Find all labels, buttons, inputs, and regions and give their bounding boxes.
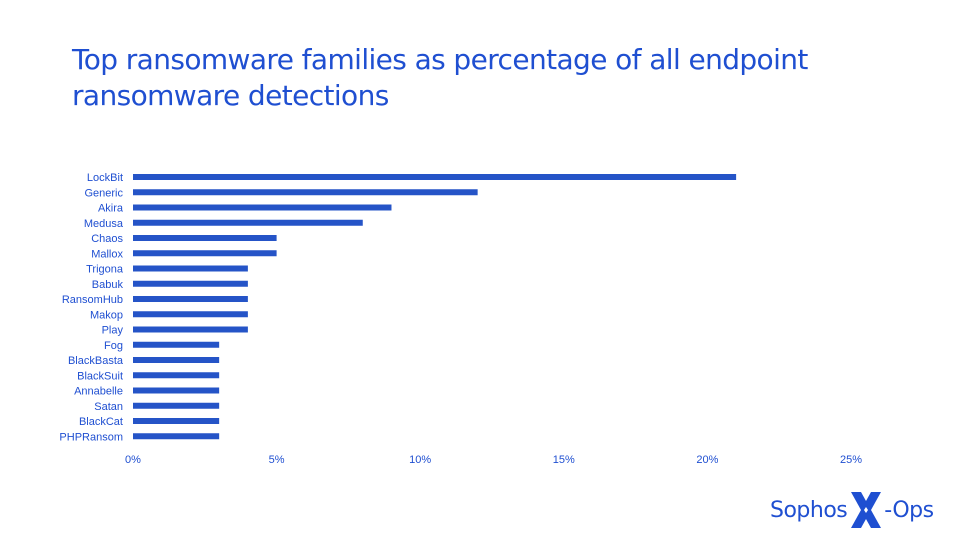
bar-mallox xyxy=(133,250,277,257)
category-label-blackcat: BlackCat xyxy=(79,416,123,428)
category-label-makop: Makop xyxy=(90,309,123,321)
logo-text-ops: -Ops xyxy=(884,497,934,523)
bar-annabelle xyxy=(133,387,220,394)
category-label-medusa: Medusa xyxy=(84,218,124,230)
bar-play xyxy=(133,326,248,333)
category-label-ransomhub: RansomHub xyxy=(62,294,123,306)
category-label-lockbit: LockBit xyxy=(87,172,123,184)
bar-ransomhub xyxy=(133,296,248,302)
x-tick-label: 5% xyxy=(269,454,285,466)
category-label-annabelle: Annabelle xyxy=(74,386,123,398)
category-label-blackbasta: BlackBasta xyxy=(68,355,124,367)
bar-akira xyxy=(133,204,392,211)
bar-medusa xyxy=(133,219,363,226)
bar-phpransom xyxy=(133,433,220,440)
category-label-play: Play xyxy=(102,325,124,337)
x-tick-label: 15% xyxy=(553,454,575,466)
logo-text-sophos: Sophos xyxy=(770,497,848,523)
bar-lockbit xyxy=(133,174,737,180)
x-tick-label: 25% xyxy=(840,454,862,466)
x-tick-label: 20% xyxy=(696,454,718,466)
category-label-blacksuit: BlackSuit xyxy=(77,370,123,382)
category-label-satan: Satan xyxy=(94,401,123,413)
bar-blackcat xyxy=(133,418,220,424)
category-label-mallox: Mallox xyxy=(91,248,123,260)
category-label-phpransom: PHPRansom xyxy=(59,431,123,443)
bar-babuk xyxy=(133,280,248,287)
category-label-fog: Fog xyxy=(104,340,123,352)
bars xyxy=(133,174,737,440)
bar-makop xyxy=(133,311,248,318)
x-tick-label: 0% xyxy=(125,454,141,466)
bar-blackbasta xyxy=(133,357,220,363)
category-label-akira: Akira xyxy=(98,203,124,215)
bar-blacksuit xyxy=(133,372,220,379)
bar-satan xyxy=(133,402,220,409)
category-label-babuk: Babuk xyxy=(92,279,124,291)
category-labels: LockBit Generic Akira Medusa Chaos Mallox Trig… xyxy=(59,172,123,443)
bar-fog xyxy=(133,341,220,348)
bar-chaos xyxy=(133,235,277,241)
category-label-chaos: Chaos xyxy=(91,233,123,245)
x-tick-label: 10% xyxy=(409,454,431,466)
sophos-x-ops-logo: Sophos -Ops xyxy=(770,488,934,532)
chart-title: Top ransomware families as percentage of… xyxy=(72,43,808,112)
category-label-trigona: Trigona xyxy=(86,264,124,276)
bar-trigona xyxy=(133,265,248,272)
bar-generic xyxy=(133,189,478,196)
x-axis-tick-labels: 0% 5% 10% 15% 20% 25% xyxy=(125,454,862,466)
category-label-generic: Generic xyxy=(84,187,123,199)
logo-x-mark-icon xyxy=(849,490,883,530)
